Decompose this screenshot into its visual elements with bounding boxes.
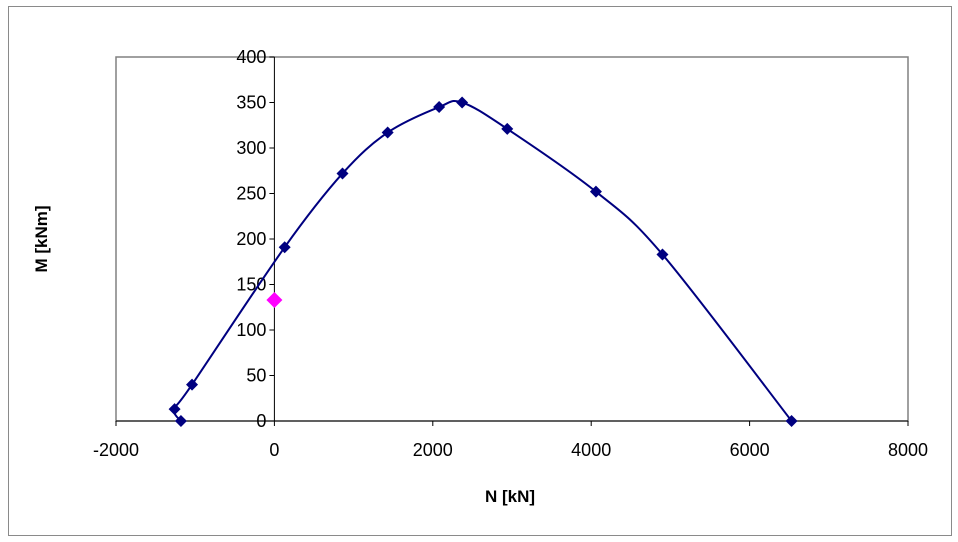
data-point-marker bbox=[456, 96, 469, 109]
data-point-marker bbox=[433, 101, 446, 114]
x-tick-label: 2000 bbox=[413, 440, 453, 460]
y-tick-label: 300 bbox=[236, 138, 266, 158]
y-axis-title: M [kNm] bbox=[32, 205, 51, 272]
highlight-point-marker bbox=[266, 291, 283, 308]
data-point-marker bbox=[174, 415, 187, 427]
series-layer bbox=[168, 96, 798, 427]
data-point-marker bbox=[186, 378, 199, 391]
x-tick-label: 8000 bbox=[888, 440, 928, 460]
x-axis-title: N [kN] bbox=[485, 487, 535, 506]
data-point-marker bbox=[785, 415, 798, 427]
plot-area bbox=[115, 56, 909, 422]
y-tick-label: 200 bbox=[236, 229, 266, 249]
data-point-marker bbox=[589, 185, 602, 198]
data-point-marker bbox=[501, 122, 514, 135]
x-tick-label: 6000 bbox=[730, 440, 770, 460]
x-tick-label: 4000 bbox=[571, 440, 611, 460]
data-point-marker bbox=[656, 248, 669, 261]
y-tick-label: 250 bbox=[236, 184, 266, 204]
data-point-marker bbox=[381, 126, 394, 139]
data-point-marker bbox=[336, 167, 349, 180]
y-tick-label: 350 bbox=[236, 93, 266, 113]
data-point-marker bbox=[168, 403, 181, 416]
x-tick-label: -2000 bbox=[93, 440, 139, 460]
y-tick-label: 50 bbox=[246, 366, 266, 386]
y-tick-label: 400 bbox=[236, 47, 266, 67]
y-tick-label: 150 bbox=[236, 275, 266, 295]
data-point-marker bbox=[278, 241, 291, 254]
y-tick-label: 100 bbox=[236, 320, 266, 340]
x-axis: -2000 0 2000 4000 6000 8000 bbox=[93, 420, 928, 460]
x-tick-label: 0 bbox=[269, 440, 279, 460]
